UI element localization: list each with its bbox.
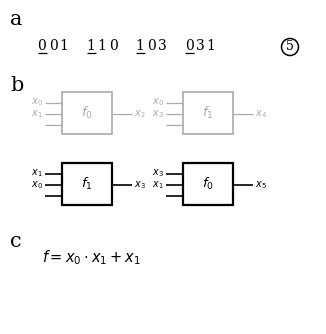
Bar: [183, 92, 233, 134]
Text: $x_3$: $x_3$: [134, 179, 146, 191]
Text: 1: 1: [136, 39, 144, 53]
Text: $f = x_0 \cdot x_1 + x_1$: $f = x_0 \cdot x_1 + x_1$: [42, 248, 141, 267]
Text: 1: 1: [97, 39, 106, 53]
Text: $x_0$: $x_0$: [152, 97, 164, 109]
Text: $x_2$: $x_2$: [134, 108, 146, 120]
Text: 0: 0: [185, 39, 193, 53]
Text: 1: 1: [87, 39, 96, 53]
Text: $x_1$: $x_1$: [31, 168, 43, 179]
Text: $f_0$: $f_0$: [202, 176, 214, 192]
Text: $f_1$: $f_1$: [202, 105, 214, 121]
Text: $x_5$: $x_5$: [255, 179, 267, 191]
Text: b: b: [10, 76, 23, 95]
Text: 3: 3: [158, 39, 166, 53]
Text: $x_3$: $x_3$: [152, 168, 164, 179]
Text: $x_3$: $x_3$: [152, 108, 164, 120]
Text: 0: 0: [147, 39, 156, 53]
Text: $x_0$: $x_0$: [31, 179, 43, 191]
Text: $x_0$: $x_0$: [31, 97, 43, 109]
Text: 0: 0: [49, 39, 57, 53]
Text: 3: 3: [196, 39, 204, 53]
Text: $f_0$: $f_0$: [81, 105, 93, 121]
Text: $f_1$: $f_1$: [81, 176, 93, 192]
Bar: [183, 163, 233, 205]
Text: $x_1$: $x_1$: [31, 108, 43, 120]
Text: 0: 0: [109, 39, 117, 53]
Text: 1: 1: [60, 39, 68, 53]
Bar: [62, 92, 112, 134]
Text: 0: 0: [37, 39, 46, 53]
Text: 1: 1: [207, 39, 215, 53]
Text: 5: 5: [286, 40, 294, 53]
Text: $x_1$: $x_1$: [152, 179, 164, 191]
Text: a: a: [10, 10, 22, 29]
Text: $x_4$: $x_4$: [255, 108, 267, 120]
Text: c: c: [10, 232, 22, 251]
Bar: [62, 163, 112, 205]
